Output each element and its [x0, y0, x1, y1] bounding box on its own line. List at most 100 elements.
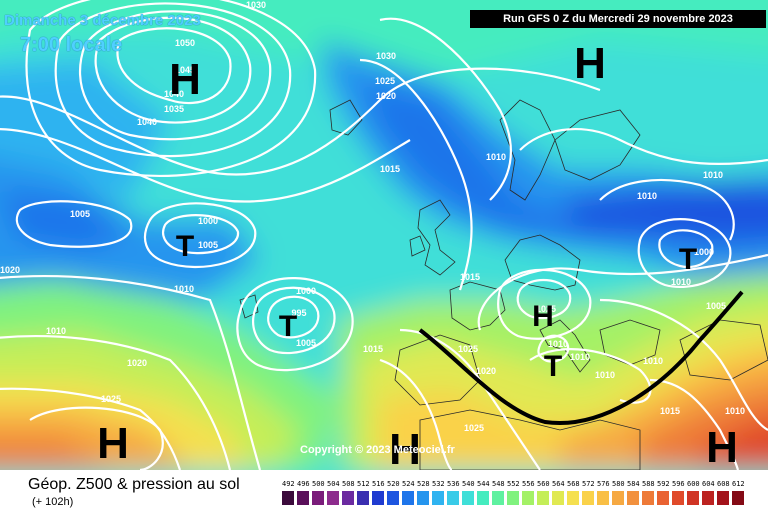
- scale-color-cell: [537, 491, 549, 505]
- scale-tick-label: 540: [462, 480, 475, 488]
- front-line: [418, 290, 744, 425]
- scale-color-cell: [342, 491, 354, 505]
- scale-tick-label: 564: [552, 480, 565, 488]
- scale-tick-label: 588: [642, 480, 655, 488]
- isobar-label: 1010: [671, 277, 691, 287]
- scale-color-cell: [552, 491, 564, 505]
- scale-tick-label: 568: [567, 480, 580, 488]
- high-pressure-marker: H: [389, 425, 421, 470]
- scale-tick-label: 524: [402, 480, 415, 488]
- low-pressure-marker: T: [544, 350, 562, 383]
- isobar-label: 1030: [376, 51, 396, 61]
- low-pressure-marker: T: [176, 230, 194, 263]
- isobar-label: 1045: [175, 65, 195, 75]
- isobar-label: 1010: [174, 284, 194, 294]
- isobar-label: 1020: [476, 366, 496, 376]
- scale-tick-label: 532: [432, 480, 445, 488]
- isobar-label: 1015: [363, 344, 383, 354]
- isobar-label: 1010: [725, 406, 745, 416]
- scale-tick-label: 552: [507, 480, 520, 488]
- high-pressure-marker: H: [169, 55, 201, 104]
- isobar-label: 1015: [380, 164, 400, 174]
- scale-tick-label: 508: [342, 480, 355, 488]
- isobar-label: 1005: [296, 338, 316, 348]
- scale-tick-label: 504: [327, 480, 340, 488]
- scale-tick-label: 528: [417, 480, 430, 488]
- scale-color-cell: [717, 491, 729, 505]
- scale-color-cell: [447, 491, 459, 505]
- scale-color-cell: [402, 491, 414, 505]
- scale-tick-label: 500: [312, 480, 325, 488]
- isobar-label: 1005: [706, 301, 726, 311]
- scale-color-cell: [432, 491, 444, 505]
- scale-color-cell: [732, 491, 744, 505]
- isobar-label: 1025: [464, 423, 484, 433]
- scale-tick-label: 580: [612, 480, 625, 488]
- scale-tick-label: 612: [732, 480, 745, 488]
- scale-tick-label: 496: [297, 480, 310, 488]
- scale-color-cell: [372, 491, 384, 505]
- isobar-label: 1005: [70, 209, 90, 219]
- legend-title: Géop. Z500 & pression au sol: [28, 476, 240, 493]
- color-scale: 492 496 500 504 508 512 516 520 524 528 532 536 540 5…: [282, 480, 750, 506]
- model-run-label: Run GFS 0 Z du Mercredi 29 novembre 2023: [470, 10, 766, 28]
- isobar-labels: 1030 1050 1045 1040 1035 1040 1030 1025 1020 1015…: [0, 0, 745, 433]
- isobar-label: 995: [291, 308, 306, 318]
- scale-tick-label: 604: [702, 480, 715, 488]
- scale-color-cell: [522, 491, 534, 505]
- isobar-label: 1010: [643, 356, 663, 366]
- scale-color-cell: [657, 491, 669, 505]
- scale-tick-label: 596: [672, 480, 685, 488]
- isobar-label: 1020: [0, 265, 20, 275]
- isobar-label: 1000: [198, 216, 218, 226]
- scale-tick-label: 544: [477, 480, 490, 488]
- scale-tick-label: 560: [537, 480, 550, 488]
- scale-color-cell: [597, 491, 609, 505]
- scale-tick-label: 536: [447, 480, 460, 488]
- isobar-label: 1025: [458, 344, 478, 354]
- scale-tick-label: 548: [492, 480, 505, 488]
- low-pressure-marker: T: [679, 243, 697, 276]
- scale-tick-label: 556: [522, 480, 535, 488]
- scale-tick-label: 512: [357, 480, 370, 488]
- scale-color-cell: [297, 491, 309, 505]
- scale-color-cell: [327, 491, 339, 505]
- scale-color-cell: [702, 491, 714, 505]
- scale-color-cell: [492, 491, 504, 505]
- scale-color-cell: [567, 491, 579, 505]
- scale-color-cell: [387, 491, 399, 505]
- isobar-label: 1020: [376, 91, 396, 101]
- scale-color-cell: [612, 491, 624, 505]
- scale-color-cell: [417, 491, 429, 505]
- scale-tick-label: 600: [687, 480, 700, 488]
- copyright: Copyright © 2023 Meteociel.fr: [300, 444, 455, 456]
- scale-color-cell: [627, 491, 639, 505]
- isobar-label: 1000: [694, 247, 714, 257]
- isobars: [0, 0, 768, 470]
- isobar-label: 1040: [164, 89, 184, 99]
- high-pressure-marker: H: [532, 300, 554, 333]
- forecast-local-time: 7:00 locale: [20, 34, 123, 56]
- geopotential-field: [0, 0, 768, 470]
- scale-tick-label: 608: [717, 480, 730, 488]
- high-pressure-marker: H: [97, 419, 129, 468]
- low-pressure-marker: T: [279, 310, 297, 343]
- isobar-label: 1000: [296, 286, 316, 296]
- isobar-label: 1010: [46, 326, 66, 336]
- scale-color-cell: [672, 491, 684, 505]
- isobar-label: 1050: [175, 38, 195, 48]
- isobar-label: 1015: [660, 406, 680, 416]
- scale-color-cell: [357, 491, 369, 505]
- scale-color-cell: [582, 491, 594, 505]
- map-svg: 1030 1050 1045 1040 1035 1040 1030 1025 1020 1015…: [0, 0, 768, 470]
- scale-tick-label: 576: [597, 480, 610, 488]
- scale-color-cell: [507, 491, 519, 505]
- high-pressure-marker: H: [706, 423, 738, 470]
- isobar-label: 1010: [703, 170, 723, 180]
- isobar-label: 1010: [548, 339, 568, 349]
- legend-subtitle: (+ 102h): [32, 496, 74, 508]
- isobar-label: 1010: [570, 352, 590, 362]
- isobar-label: 1040: [137, 117, 157, 127]
- scale-tick-label: 492: [282, 480, 295, 488]
